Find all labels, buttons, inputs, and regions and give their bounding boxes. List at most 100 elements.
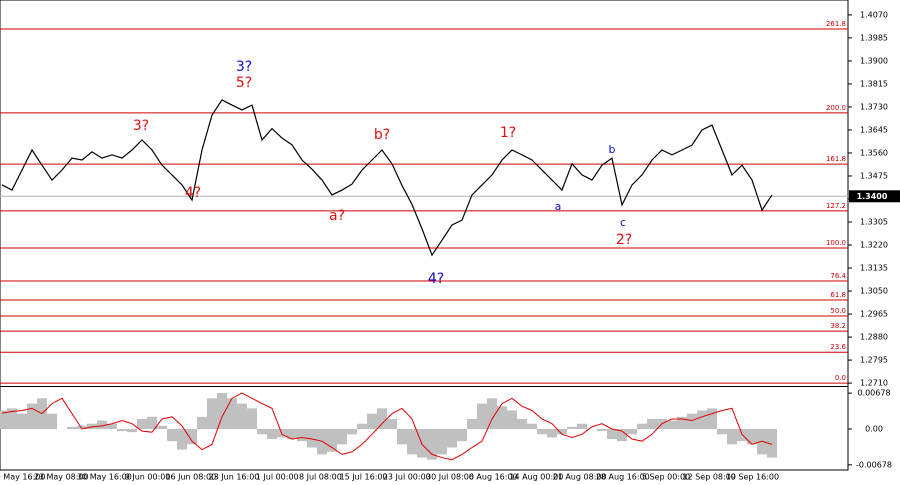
x-tick-label: 23 Jun 16:00 [209, 473, 260, 482]
histogram-bar [577, 423, 587, 429]
histogram-bar [427, 429, 437, 460]
x-tick-label: 21 Aug 08:00 [553, 473, 607, 482]
wave-label: 3? [236, 59, 252, 75]
histogram-bar [617, 429, 627, 442]
y-tick-label: 1.2795 [860, 356, 888, 365]
x-tick-label: 15 Jul 16:00 [340, 473, 388, 482]
histogram-bar [767, 429, 777, 458]
histogram-bar [127, 429, 137, 433]
x-tick-label: 9 Jun 00:00 [125, 473, 171, 482]
fib-label: 23.6 [830, 343, 846, 351]
histogram-bar [167, 429, 177, 442]
histogram-bar [97, 420, 107, 429]
histogram-bar [307, 429, 317, 448]
y-tick-label: 1.2880 [860, 333, 888, 342]
wave-label: 1? [500, 125, 516, 141]
fib-label: 50.0 [830, 307, 846, 315]
histogram-bar [207, 398, 217, 429]
y-tick-label: -0.00678 [856, 460, 892, 469]
histogram-bar [687, 413, 697, 429]
histogram-bar [27, 403, 37, 429]
histogram-bar [557, 429, 567, 435]
histogram-bar [367, 413, 377, 429]
x-tick-label: 8 Jul 08:00 [299, 473, 342, 482]
x-tick-label: 23 May 08:00 [34, 473, 89, 482]
x-tick-label: 23 Jul 00:00 [383, 473, 431, 482]
histogram-bar [157, 425, 167, 429]
histogram-bar [497, 406, 507, 429]
price-line [1, 99, 773, 257]
histogram-bar [727, 429, 737, 445]
x-tick-label: 5 Sep 00:00 [642, 473, 690, 482]
histogram-bar [517, 418, 527, 429]
histogram-bar [717, 429, 727, 435]
fib-label: 0.0 [835, 374, 846, 382]
histogram-bar [247, 408, 257, 429]
y-tick-label: 1.3135 [860, 264, 888, 273]
fib-label: 100.0 [826, 239, 846, 247]
histogram-bar [67, 426, 77, 429]
x-tick-label: 19 Sep 16:00 [726, 473, 779, 482]
y-tick-label: 1.3050 [860, 287, 888, 296]
histogram-bar [437, 429, 447, 455]
histogram-bar [237, 403, 247, 429]
histogram-bar [47, 413, 57, 429]
y-tick-label: 1.3220 [860, 241, 888, 250]
wave-label: 5? [236, 75, 252, 91]
y-tick-label: 1.3560 [860, 148, 888, 157]
histogram-bar [707, 408, 717, 429]
wave-label: c [620, 216, 626, 229]
histogram-bar [357, 423, 367, 429]
fib-label: 200.0 [826, 104, 846, 112]
histogram-bar [117, 429, 127, 432]
y-tick-label: 1.3730 [860, 102, 888, 111]
x-tick-label: 16 Jun 08:00 [165, 473, 216, 482]
histogram-bar [457, 429, 467, 442]
histogram-bar [327, 429, 337, 452]
y-tick-label: 1.3815 [860, 79, 888, 88]
fib-label: 38.2 [830, 322, 846, 330]
histogram-bar [637, 423, 647, 429]
histogram-bar [147, 416, 157, 429]
histogram-bar [377, 408, 387, 429]
x-tick-label: 6 Aug 16:00 [469, 473, 518, 482]
fib-label: 61.8 [830, 291, 846, 299]
histogram-bar [287, 429, 297, 440]
current-price-label: 1.3400 [857, 192, 888, 201]
histogram-bar [177, 429, 187, 450]
fib-label: 127.2 [826, 202, 846, 210]
histogram-bar [267, 429, 277, 440]
histogram-bar [477, 403, 487, 429]
histogram-bar [747, 429, 757, 445]
x-tick-label: 14 Aug 00:00 [509, 473, 563, 482]
histogram-bar [607, 429, 617, 440]
histogram-bar [507, 410, 517, 429]
y-tick-label: 1.3985 [860, 33, 888, 42]
histogram-bar [667, 420, 677, 429]
y-tick-label: 1.3475 [860, 171, 888, 180]
histogram-bar [407, 429, 417, 455]
current-price-box [849, 190, 900, 203]
histogram-bar [77, 425, 87, 429]
histogram-bar [697, 410, 707, 429]
y-tick-label: 1.2965 [860, 310, 888, 319]
wave-label: b? [374, 127, 390, 143]
histogram-bar [87, 423, 97, 429]
histogram-bar [227, 398, 237, 429]
x-tick-label: 1 Jul 00:00 [256, 473, 299, 482]
histogram-bar [337, 429, 347, 445]
histogram-bar [757, 429, 767, 455]
histogram-bar [217, 393, 227, 429]
y-tick-label: 0.00 [865, 425, 883, 434]
histogram-bar [567, 426, 577, 429]
histogram-bar [527, 423, 537, 429]
wave-label: a? [329, 208, 345, 224]
x-tick-label: 20 May 16:00 [0, 473, 45, 482]
y-tick-label: 1.3900 [860, 56, 888, 65]
histogram-bar [537, 429, 547, 435]
histogram-bar [197, 416, 207, 429]
histogram-bar [7, 408, 17, 429]
histogram-bar [597, 429, 607, 432]
histogram-bar [137, 418, 147, 429]
